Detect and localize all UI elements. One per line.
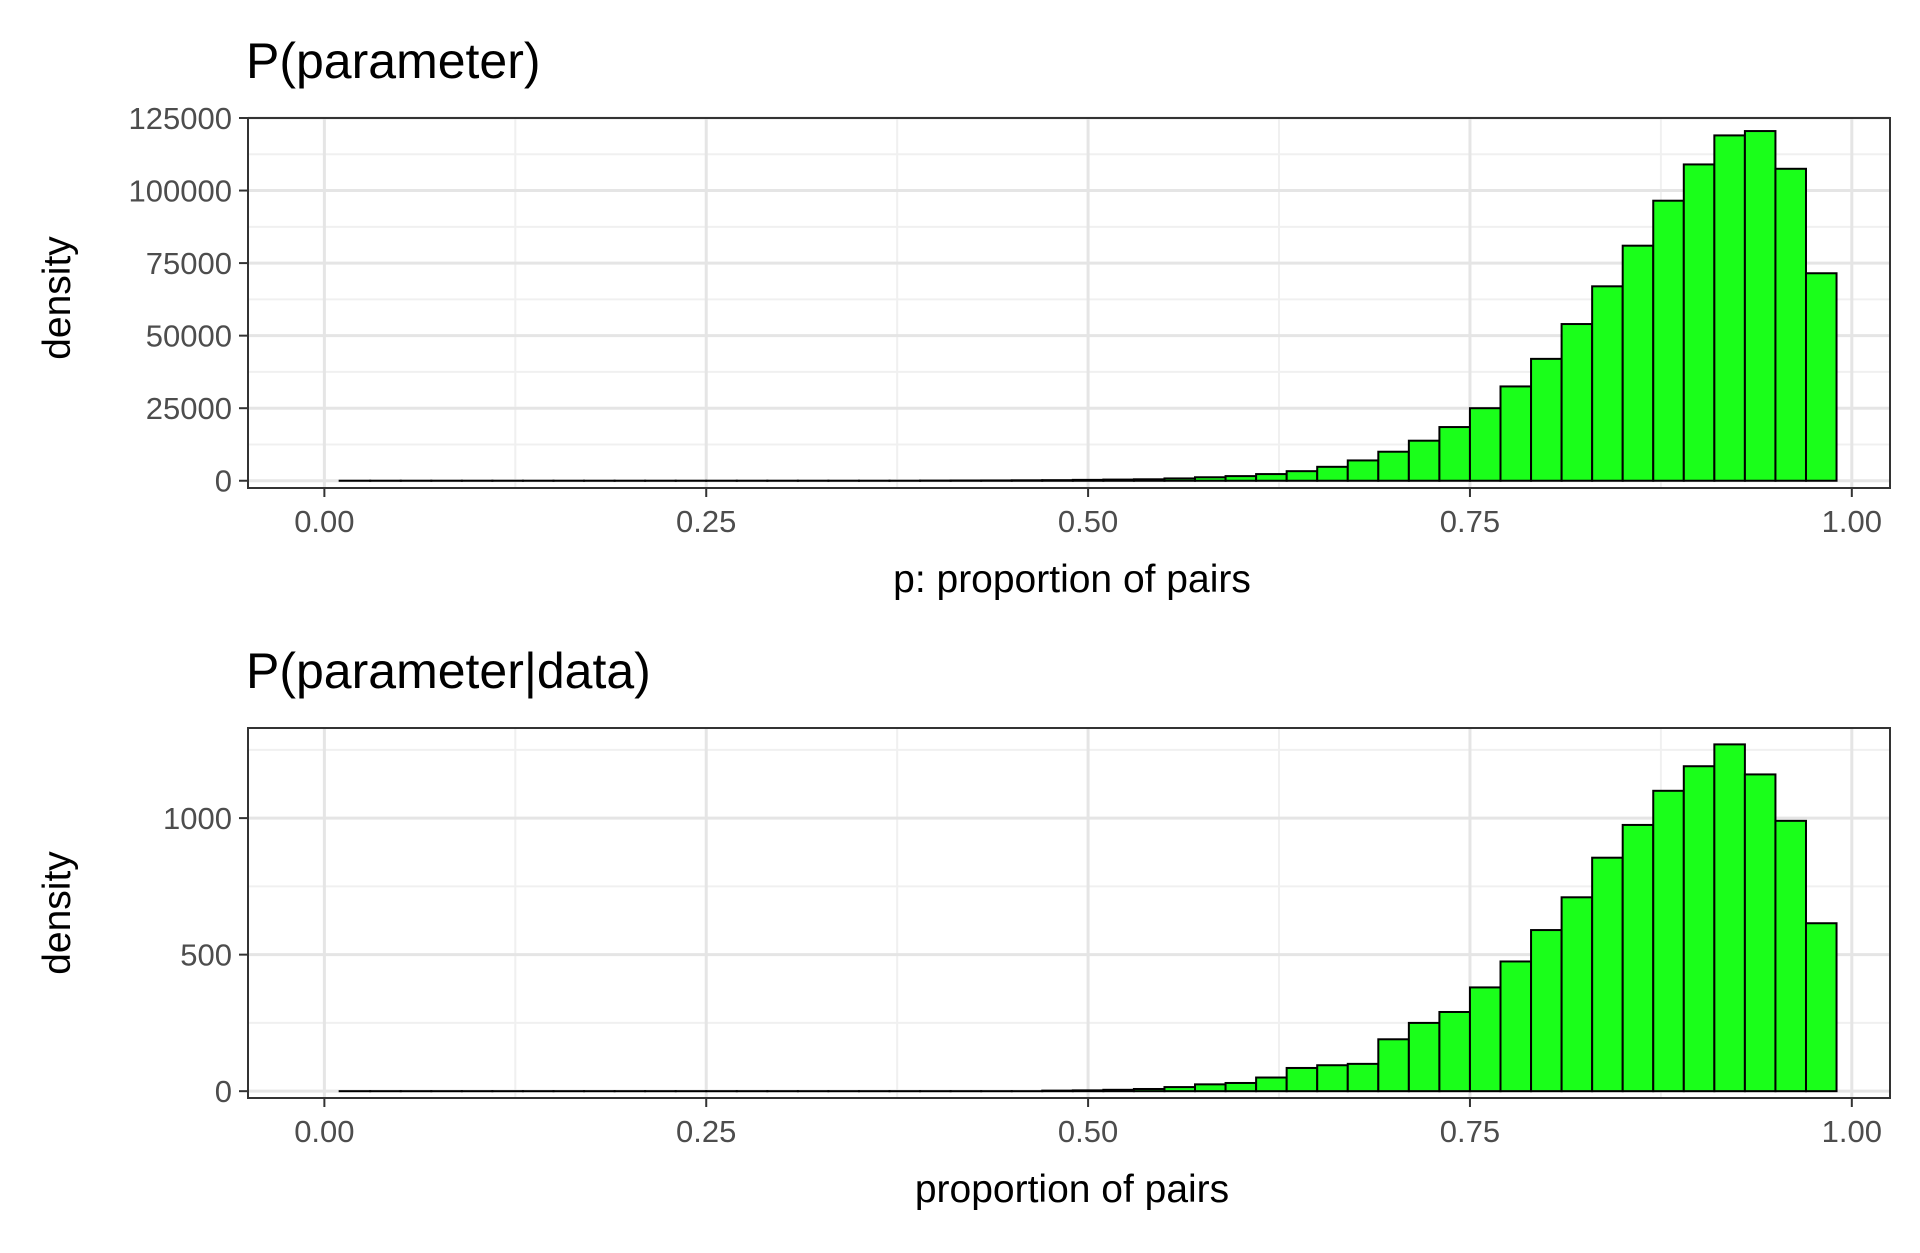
histogram-bar xyxy=(1409,441,1440,481)
histogram-bar xyxy=(1439,427,1470,481)
histogram-bar xyxy=(1806,273,1837,480)
y-tick-label: 100000 xyxy=(129,174,232,209)
panel-prior: P(parameter) p: proportion of pairs dens… xyxy=(36,33,1890,601)
histogram-bar xyxy=(1195,1084,1226,1091)
histogram-bar xyxy=(1073,1090,1104,1091)
histogram-bar xyxy=(1164,478,1195,480)
histogram-bar xyxy=(1226,1083,1257,1091)
x-tick-label: 0.25 xyxy=(676,1114,736,1149)
y-tick-label: 0 xyxy=(215,464,232,499)
histogram-bar xyxy=(1562,324,1593,481)
histogram-bar xyxy=(1684,164,1715,480)
histogram-bar xyxy=(1592,286,1623,480)
histogram-bar xyxy=(1348,1064,1379,1091)
y-axis-title: density xyxy=(36,236,79,360)
chart-title: P(parameter) xyxy=(246,33,541,89)
histogram-bar xyxy=(1042,480,1073,481)
x-tick-label: 0.50 xyxy=(1058,504,1118,539)
histogram-bar xyxy=(1470,987,1501,1091)
x-tick-label: 0.50 xyxy=(1058,1114,1118,1149)
histogram-bar xyxy=(1256,1078,1287,1092)
histogram-bar xyxy=(1103,480,1134,481)
histogram-bar xyxy=(1653,791,1684,1091)
histogram-bar xyxy=(1226,476,1257,481)
panel-posterior: P(parameter|data) proportion of pairs de… xyxy=(36,643,1890,1211)
histogram-bar xyxy=(1317,1065,1348,1091)
histogram-bar xyxy=(1378,452,1409,481)
y-tick-label: 125000 xyxy=(129,101,232,136)
x-tick-label: 0.00 xyxy=(294,1114,354,1149)
histogram-bar xyxy=(1317,467,1348,481)
histogram-bar xyxy=(1714,135,1745,480)
histogram-bar xyxy=(1684,766,1715,1091)
y-tick-label: 500 xyxy=(180,938,232,973)
histogram-bar xyxy=(1653,201,1684,481)
x-tick-label: 1.00 xyxy=(1822,504,1882,539)
histogram-bar xyxy=(1592,858,1623,1091)
histogram-bar xyxy=(1623,825,1654,1091)
histogram-bar xyxy=(1501,386,1532,480)
histogram-bar xyxy=(1164,1087,1195,1091)
histogram-bar xyxy=(1439,1012,1470,1091)
histogram-bar xyxy=(1287,1068,1318,1091)
histogram-bar xyxy=(1073,480,1104,481)
y-tick-label: 1000 xyxy=(163,801,232,836)
histogram-bar xyxy=(1287,471,1318,481)
x-tick-label: 0.75 xyxy=(1440,1114,1500,1149)
x-axis-title: proportion of pairs xyxy=(915,1168,1229,1211)
histogram-bar xyxy=(1409,1023,1440,1091)
histogram-bar xyxy=(1562,897,1593,1091)
histogram-bar xyxy=(1745,131,1776,481)
histogram-bar xyxy=(1623,246,1654,481)
histogram-bar xyxy=(1256,474,1287,481)
histogram-bar xyxy=(1745,774,1776,1091)
x-tick-label: 0.75 xyxy=(1440,504,1500,539)
histogram-bar xyxy=(1134,479,1165,480)
y-tick-label: 25000 xyxy=(146,391,232,426)
histogram-bar xyxy=(1470,408,1501,481)
x-tick-label: 1.00 xyxy=(1822,1114,1882,1149)
histogram-bar xyxy=(1531,930,1562,1091)
y-axis-title: density xyxy=(36,851,79,975)
y-tick-label: 75000 xyxy=(146,246,232,281)
chart-title: P(parameter|data) xyxy=(246,643,651,699)
x-axis-title: p: proportion of pairs xyxy=(893,558,1251,601)
histogram-bar xyxy=(1378,1039,1409,1091)
histogram-bar xyxy=(1775,821,1806,1091)
y-tick-label: 0 xyxy=(215,1074,232,1109)
histogram-bar xyxy=(1042,1091,1073,1092)
histogram-bar xyxy=(1103,1090,1134,1091)
histogram-bar xyxy=(1775,169,1806,481)
x-tick-label: 0.00 xyxy=(294,504,354,539)
histogram-bar xyxy=(1501,961,1532,1091)
histogram-bar xyxy=(1195,477,1226,480)
histogram-bar xyxy=(1134,1089,1165,1091)
y-tick-label: 50000 xyxy=(146,319,232,354)
histogram-bar xyxy=(1531,359,1562,481)
histogram-bar xyxy=(1348,460,1379,480)
histogram-bar xyxy=(1806,923,1837,1091)
x-tick-label: 0.25 xyxy=(676,504,736,539)
histogram-bar xyxy=(1714,744,1745,1091)
